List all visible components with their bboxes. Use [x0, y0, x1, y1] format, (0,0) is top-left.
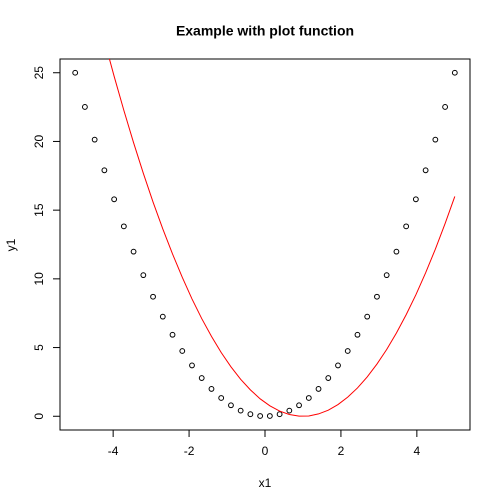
point: [451, 69, 458, 76]
point: [140, 272, 147, 279]
chart-title: Example with plot function: [176, 23, 354, 39]
point: [305, 395, 312, 401]
point: [101, 167, 108, 174]
point: [228, 402, 234, 409]
y-tick-label: 20: [32, 134, 46, 148]
point: [432, 136, 439, 143]
point: [296, 402, 302, 409]
y-tick-label: 10: [32, 272, 46, 286]
point: [422, 167, 429, 174]
line: [108, 59, 456, 417]
x-tick-label: -4: [108, 444, 119, 458]
point: [82, 104, 88, 110]
point: [393, 248, 400, 255]
x-tick-label: 0: [262, 444, 269, 458]
y-tick-label: 5: [32, 344, 46, 351]
point: [159, 313, 166, 320]
point: [257, 413, 264, 419]
point: [315, 386, 322, 392]
point: [237, 407, 244, 414]
y-tick-label: 0: [32, 413, 46, 420]
point: [354, 331, 361, 338]
point: [208, 386, 215, 392]
plot-frame: [59, 58, 471, 431]
x-tick-label: 4: [414, 444, 421, 458]
point: [364, 313, 371, 320]
point: [72, 69, 79, 76]
point: [247, 411, 254, 418]
x-axis-label: x1: [259, 476, 272, 490]
x-tick-label: 2: [338, 444, 345, 458]
point: [374, 293, 380, 300]
point: [403, 223, 410, 230]
y-axis-label: y1: [4, 238, 18, 251]
point: [120, 223, 127, 230]
point: [344, 348, 351, 354]
point: [383, 272, 390, 279]
point: [276, 411, 283, 418]
point: [189, 362, 195, 369]
point: [130, 248, 137, 255]
point: [150, 293, 156, 300]
point: [335, 362, 341, 369]
point: [179, 348, 186, 354]
point: [412, 196, 419, 203]
y-tick-label: 15: [32, 203, 46, 217]
point: [91, 136, 98, 143]
plot-area: [72, 59, 458, 419]
point: [266, 413, 273, 419]
point: [169, 331, 176, 338]
point: [198, 375, 205, 381]
point: [325, 375, 332, 381]
point: [286, 407, 293, 414]
point: [218, 395, 225, 401]
point: [442, 104, 448, 110]
y-tick-label: 25: [32, 66, 46, 80]
x-tick-label: -2: [184, 444, 195, 458]
point: [111, 196, 118, 203]
